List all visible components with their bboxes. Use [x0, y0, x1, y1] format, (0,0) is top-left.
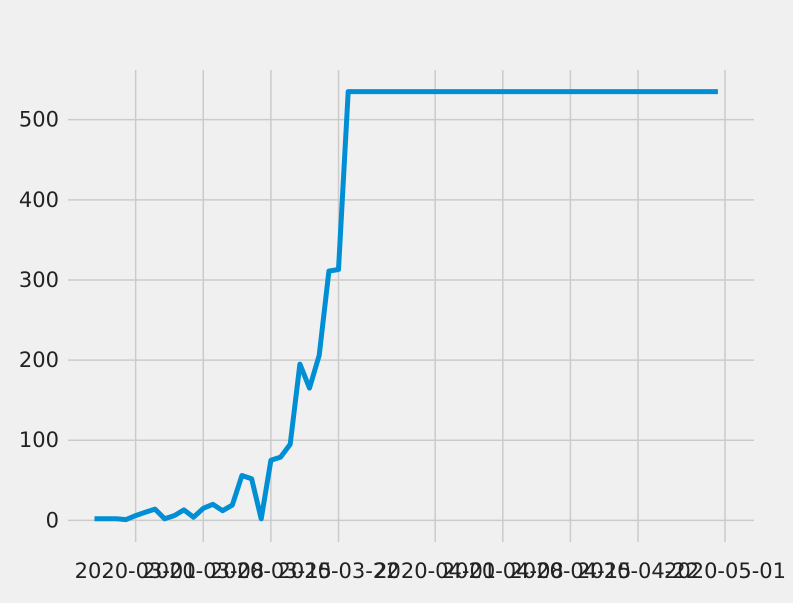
data-point: [396, 91, 398, 93]
data-point: [231, 504, 233, 506]
data-point: [386, 91, 388, 93]
data-point: [405, 91, 407, 93]
y-tick-label: 500: [19, 108, 59, 132]
data-point: [299, 363, 301, 365]
data-point: [338, 269, 340, 271]
grid: [68, 70, 754, 542]
data-point: [328, 270, 330, 272]
data-point: [183, 509, 185, 511]
data-point: [164, 518, 166, 520]
data-point: [222, 510, 224, 512]
data-point: [251, 478, 253, 480]
x-tick-label: 2020-03-15: [210, 559, 332, 583]
data-point: [415, 91, 417, 93]
data-point: [106, 518, 108, 520]
data-point: [357, 91, 359, 93]
data-point: [96, 518, 98, 520]
data-point: [260, 518, 262, 520]
data-point: [280, 456, 282, 458]
x-tick-label: 2020-04-22: [577, 559, 699, 583]
y-axis: 0 100 200 300 400 500: [19, 108, 59, 533]
data-point: [270, 459, 272, 461]
x-tick-label: 2020-05-01: [664, 559, 786, 583]
y-tick-label: 200: [19, 348, 59, 372]
y-tick-label: 100: [19, 428, 59, 452]
x-axis: 2020-03-012020-03-082020-03-152020-03-22…: [75, 559, 786, 583]
data-point: [347, 91, 349, 93]
series-line: [94, 89, 718, 523]
data-point: [154, 508, 156, 510]
data-point: [376, 91, 378, 93]
data-point: [241, 474, 243, 476]
data-point: [193, 516, 195, 518]
data-point: [289, 443, 291, 445]
data-point: [212, 503, 214, 505]
data-point: [125, 519, 127, 521]
data-point: [115, 518, 117, 520]
data-point: [173, 515, 175, 517]
data-point: [367, 91, 369, 93]
x-tick-label: 2020-04-15: [509, 559, 631, 583]
x-tick-label: 2020-04-01: [374, 559, 496, 583]
y-tick-label: 300: [19, 268, 59, 292]
data-point: [424, 91, 426, 93]
data-point: [434, 91, 436, 93]
data-point: [202, 507, 204, 509]
data-point: [135, 515, 137, 517]
x-tick-label: 2020-04-08: [442, 559, 564, 583]
series-layer: [94, 89, 718, 523]
x-tick-label: 2020-03-01: [75, 559, 197, 583]
data-point: [318, 354, 320, 356]
data-point: [144, 511, 146, 513]
data-point: [714, 91, 716, 93]
x-tick-label: 2020-03-22: [278, 559, 400, 583]
y-tick-label: 0: [46, 508, 59, 532]
x-tick-label: 2020-03-08: [142, 559, 264, 583]
data-point: [309, 387, 311, 389]
y-tick-label: 400: [19, 188, 59, 212]
